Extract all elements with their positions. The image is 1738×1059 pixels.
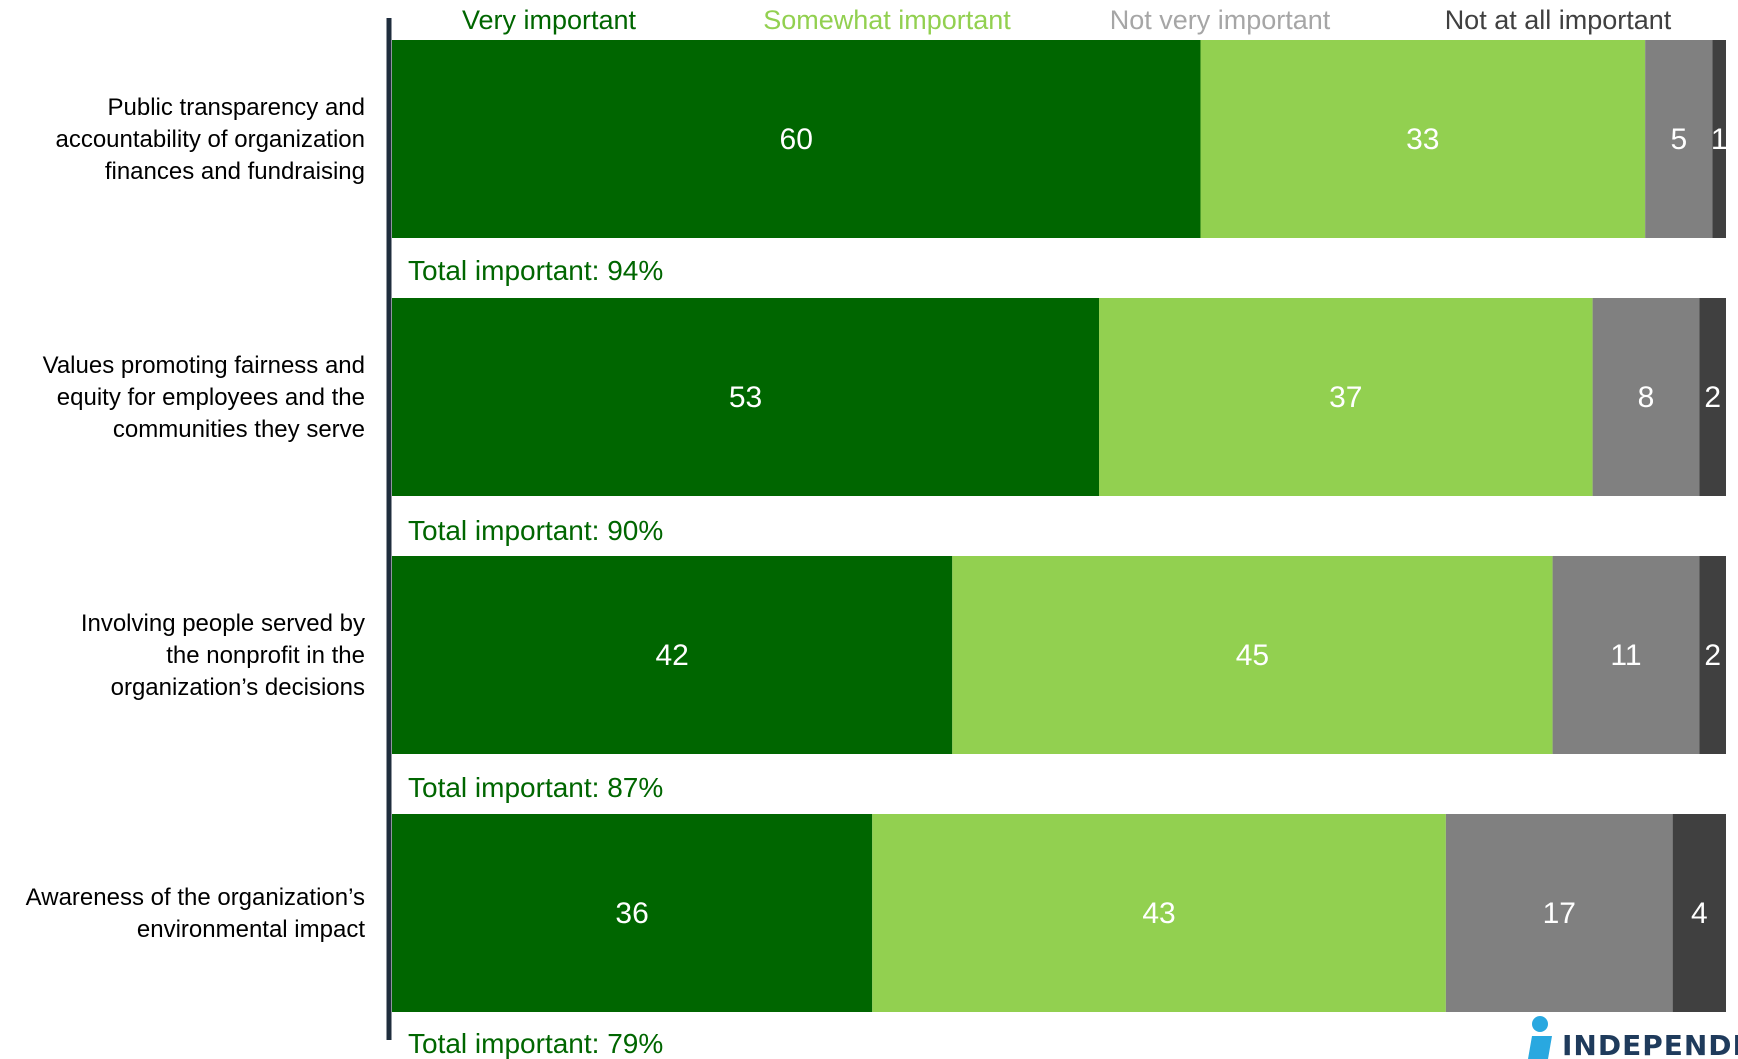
bar-value-label-0-2: 5	[1670, 123, 1687, 156]
bar-value-label-2-1: 45	[1236, 639, 1269, 672]
bar-value-label-2-3: 2	[1704, 639, 1721, 672]
bar-value-label-0-3: 1	[1711, 123, 1728, 156]
category-labels: Public transparency and accountability of…	[26, 94, 366, 943]
category-label-2: Involving people served by the nonprofit …	[81, 610, 365, 701]
total-labels: Total important: 94% Total important: 90%…	[408, 255, 663, 1059]
bar-segment-3-2	[1445, 814, 1673, 1012]
total-important-label-3: Total important: 79%	[408, 1028, 663, 1059]
bar-segment-1-0	[392, 298, 1100, 496]
bar-segment-1-3	[1699, 298, 1726, 496]
bar-value-label-2-2: 11	[1610, 639, 1641, 672]
bar-value-label-1-1: 37	[1329, 381, 1362, 414]
bar-value-label-0-0: 60	[780, 123, 813, 156]
person-icon	[1528, 1016, 1552, 1059]
bar-value-label-1-0: 53	[729, 381, 762, 414]
bar-segment-3-0	[392, 814, 873, 1012]
bar-segment-1-2	[1592, 298, 1700, 496]
bar-segment-2-3	[1699, 556, 1726, 754]
bar-segment-1-1	[1099, 298, 1593, 496]
independent-sector-logo: INDEPENDE	[1518, 1012, 1738, 1059]
bar-value-label-3-1: 43	[1142, 897, 1175, 930]
bar-segment-3-3	[1672, 814, 1726, 1012]
category-label-1: Values promoting fairness and equity for …	[43, 352, 365, 443]
legend-item-1: Somewhat important	[763, 5, 1011, 35]
bar-value-label-1-3: 2	[1704, 381, 1721, 414]
bar-segment-2-0	[392, 556, 953, 754]
bar-segment-0-2	[1645, 40, 1713, 238]
bar-value-label-3-0: 36	[615, 897, 648, 930]
bars	[392, 40, 1726, 1012]
bar-value-label-3-2: 17	[1543, 897, 1576, 930]
legend: Very important Somewhat important Not very…	[462, 5, 1672, 35]
total-important-label-2: Total important: 87%	[408, 772, 663, 803]
bar-value-label-3-3: 4	[1691, 897, 1708, 930]
total-important-label-1: Total important: 90%	[408, 515, 663, 546]
bar-segment-2-2	[1552, 556, 1700, 754]
bar-segment-2-1	[952, 556, 1553, 754]
bar-data-labels: 60 33 5 1 53 37 8 2 42 45 11 2 36 43 17 4	[615, 123, 1727, 930]
category-label-3: Awareness of the organization’s environme…	[26, 884, 366, 943]
legend-item-2: Not very important	[1110, 5, 1331, 35]
total-important-label-0: Total important: 94%	[408, 255, 663, 286]
logo-text: INDEPENDE	[1562, 1029, 1738, 1059]
bar-value-label-2-0: 42	[655, 639, 688, 672]
bar-segment-0-1	[1200, 40, 1646, 238]
legend-item-3: Not at all important	[1445, 5, 1672, 35]
bar-segment-3-1	[872, 814, 1446, 1012]
bar-value-label-1-2: 8	[1638, 381, 1655, 414]
bar-value-label-0-1: 33	[1406, 123, 1439, 156]
legend-item-0: Very important	[462, 5, 637, 35]
bar-segment-0-0	[392, 40, 1201, 238]
bar-segment-0-3	[1712, 40, 1726, 238]
category-label-0: Public transparency and accountability of…	[55, 94, 365, 185]
